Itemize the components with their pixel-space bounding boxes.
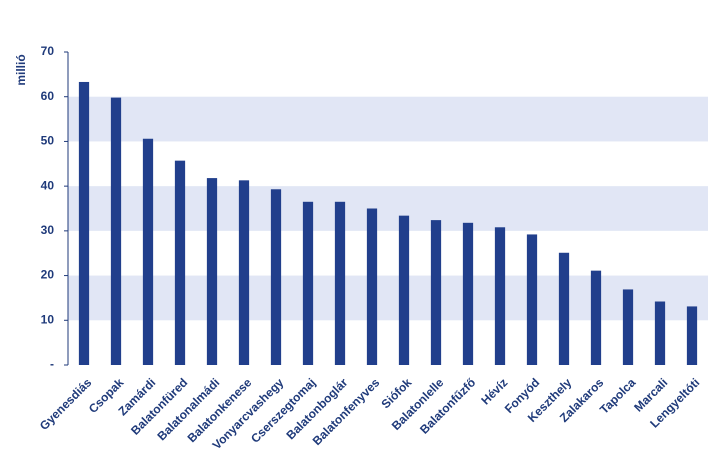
bar (366, 208, 378, 365)
bar (526, 234, 538, 365)
bar (174, 160, 186, 365)
bar (238, 180, 250, 365)
y-axis-label: millió (14, 54, 28, 85)
bar (206, 178, 218, 365)
bar (430, 220, 442, 365)
bar (334, 201, 346, 365)
y-tick-label: 20 (41, 268, 55, 282)
y-tick-label: - (50, 357, 54, 371)
bar (142, 138, 154, 365)
grid-bands (68, 96, 708, 321)
bar (686, 306, 698, 365)
grid-band (68, 275, 708, 321)
y-tick-label: 30 (41, 223, 55, 237)
bar (78, 81, 90, 366)
bar (302, 201, 314, 365)
bar (590, 270, 602, 365)
y-tick-label: 10 (41, 312, 55, 326)
y-tick-label: 60 (41, 89, 55, 103)
bar (558, 252, 570, 365)
bar (270, 189, 282, 365)
x-tick-label: Tapolca (597, 375, 639, 417)
grid-band (68, 186, 708, 231)
y-tick-label: 70 (41, 44, 55, 58)
bar (110, 97, 122, 365)
y-tick-label: 50 (41, 134, 55, 148)
bar (462, 222, 474, 365)
bar (654, 301, 666, 365)
y-tick-label: 40 (41, 178, 55, 192)
bar (494, 227, 506, 365)
bar (398, 215, 410, 365)
x-tick-label: Gyenesdiás (37, 375, 95, 433)
grid-band (68, 96, 708, 142)
bar (622, 289, 634, 365)
